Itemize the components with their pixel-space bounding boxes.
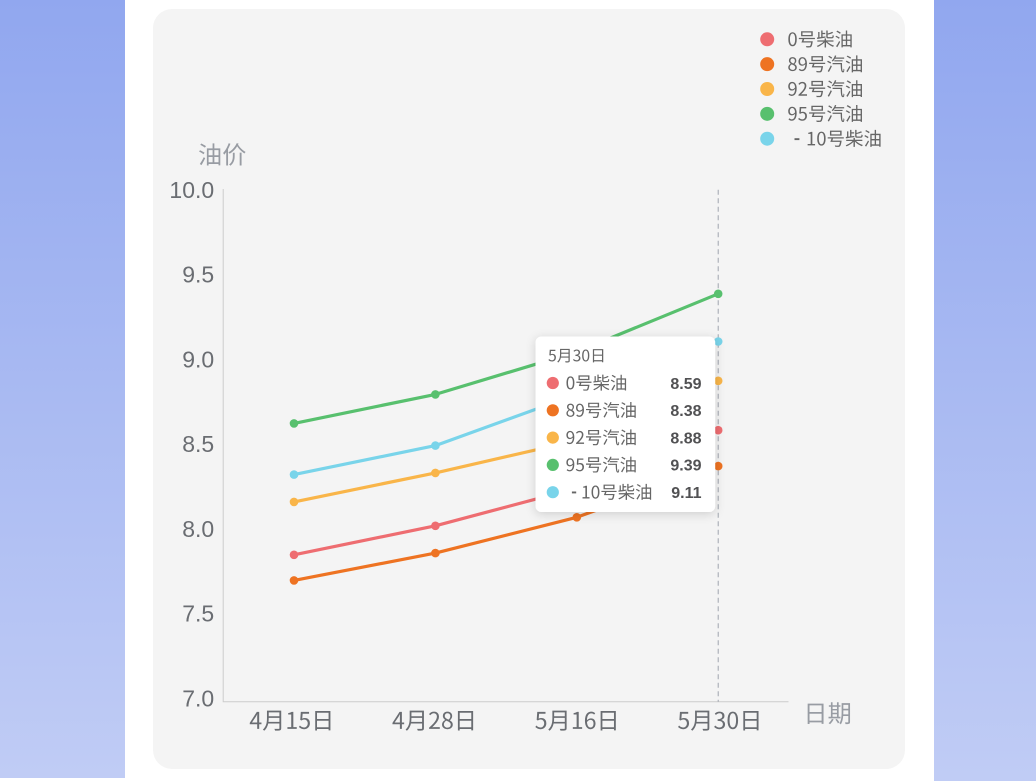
svg-text:8.5: 8.5: [182, 431, 214, 457]
svg-text:8.0: 8.0: [182, 516, 214, 542]
svg-text:9.11: 9.11: [671, 485, 701, 502]
svg-text:9.5: 9.5: [182, 262, 214, 288]
svg-text:8.59: 8.59: [670, 376, 701, 393]
svg-text:8.88: 8.88: [670, 430, 701, 447]
svg-text:7.5: 7.5: [182, 601, 214, 627]
svg-text:9.39: 9.39: [670, 458, 701, 475]
svg-text:7.0: 7.0: [182, 685, 214, 711]
svg-text:10.0: 10.0: [169, 177, 214, 203]
svg-text:8.38: 8.38: [670, 403, 701, 420]
svg-text:9.0: 9.0: [182, 346, 214, 372]
